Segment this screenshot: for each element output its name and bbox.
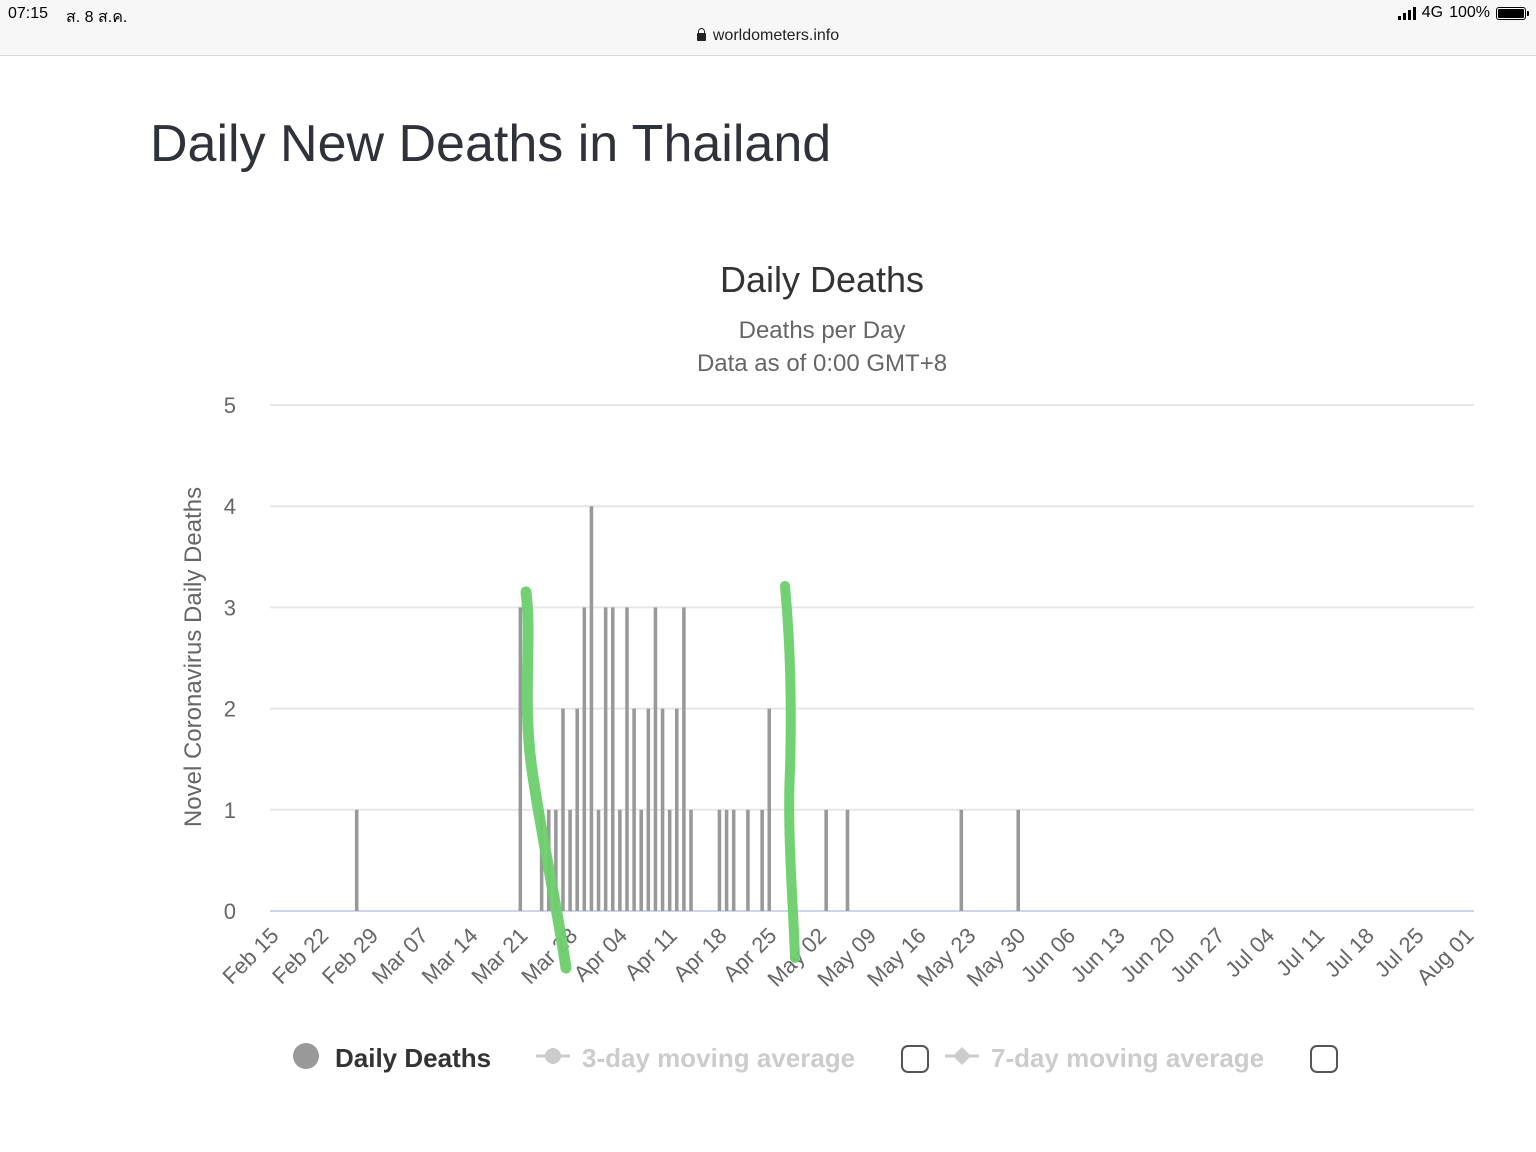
bar: [539, 809, 544, 911]
y-axis-ticks: 0 1 2 3 4 5: [224, 393, 236, 924]
bar: [518, 607, 523, 911]
bar: [603, 607, 608, 911]
status-indicators: 4G 100%: [1397, 4, 1529, 22]
x-tick-label: Apr 04: [569, 923, 633, 987]
bar: [675, 708, 679, 911]
bar: [561, 708, 565, 911]
bar: [1016, 809, 1020, 911]
x-tick-label: Mar 28: [516, 923, 582, 989]
bar: [589, 506, 594, 911]
bar: [618, 809, 622, 911]
legend-marker-icon: [545, 1048, 561, 1064]
x-tick-label: Jul 04: [1220, 923, 1279, 982]
bar: [582, 607, 587, 911]
bar: [575, 708, 579, 911]
chart-title: Daily Deaths: [720, 259, 924, 300]
battery-icon: [1496, 6, 1529, 20]
legend-item-label: 7-day moving average: [991, 1043, 1264, 1073]
x-tick-label: Jul 18: [1320, 923, 1379, 982]
bar: [845, 809, 850, 911]
x-tick-label: Jun 20: [1115, 923, 1179, 987]
address-bar[interactable]: worldometers.info: [0, 27, 1536, 45]
network-type: 4G: [1421, 4, 1444, 21]
green-marker-stroke-2: [780, 581, 800, 963]
y-tick-label: 0: [224, 899, 236, 924]
legend-item-label: 3-day moving average: [582, 1043, 855, 1073]
bar: [824, 809, 828, 911]
y-axis-label: Novel Coronavirus Daily Deaths: [180, 487, 207, 827]
lock-icon: [696, 28, 706, 41]
url-text: worldometers.info: [712, 27, 840, 44]
bar: [717, 809, 722, 911]
hand-drawn-annotations: [520, 581, 800, 974]
bar: [682, 607, 686, 911]
bar: [625, 607, 629, 911]
y-tick-label: 2: [224, 697, 236, 722]
bar: [653, 607, 658, 911]
status-bar: 07:15 ส. 8 ส.ค. 4G 100% worldometers.inf…: [0, 0, 1536, 56]
legend-marker-icon: [953, 1047, 971, 1065]
y-tick-label: 1: [224, 798, 236, 823]
bar: [596, 809, 601, 911]
bar: [610, 607, 615, 911]
chart-subtitle-line-1: Deaths per Day: [739, 317, 906, 344]
bar: [646, 708, 651, 911]
bar: [767, 708, 772, 911]
bar: [689, 809, 693, 911]
bar: [554, 809, 558, 911]
x-tick-label: Apr 11: [620, 923, 682, 985]
y-tick-label: 3: [224, 595, 236, 620]
bar: [667, 809, 672, 911]
x-tick-label: Apr 18: [668, 923, 732, 987]
status-date: ส. 8 ส.ค.: [66, 9, 128, 26]
legend-checkbox[interactable]: [1310, 1045, 1338, 1073]
bar: [959, 809, 964, 911]
bar: [760, 809, 764, 911]
bar: [639, 809, 643, 911]
x-tick-label: Jun 13: [1066, 923, 1130, 987]
y-tick-label: 5: [224, 393, 236, 418]
x-tick-label: Jun 27: [1165, 923, 1229, 987]
bar: [746, 809, 750, 911]
page-title: Daily New Deaths in Thailand: [150, 115, 832, 173]
y-tick-label: 4: [224, 494, 236, 519]
x-tick-label: Aug 01: [1412, 923, 1479, 990]
legend: Daily Deaths 3-day moving average 7-day mo…: [293, 1043, 1338, 1073]
bar: [568, 809, 572, 911]
status-time: 07:15: [8, 5, 49, 22]
bar: [731, 809, 736, 911]
legend-marker-icon: [293, 1043, 319, 1069]
chart-subtitle-line-2: Data as of 0:00 GMT+8: [697, 350, 947, 377]
legend-item-label: Daily Deaths: [335, 1043, 491, 1073]
signal-icon: [1397, 6, 1416, 20]
battery-percent: 100%: [1449, 4, 1490, 21]
bar: [632, 708, 636, 911]
bars: [354, 506, 1020, 911]
bar: [660, 708, 665, 911]
x-tick-label: Jun 06: [1016, 923, 1080, 987]
bar: [724, 809, 729, 911]
grid-lines: [270, 404, 1474, 912]
legend-checkbox[interactable]: [901, 1045, 929, 1073]
x-tick-label: Jul 11: [1271, 923, 1329, 981]
battery-fill: [1498, 8, 1524, 18]
green-marker-stroke-1: [520, 586, 572, 974]
bar: [354, 809, 359, 911]
